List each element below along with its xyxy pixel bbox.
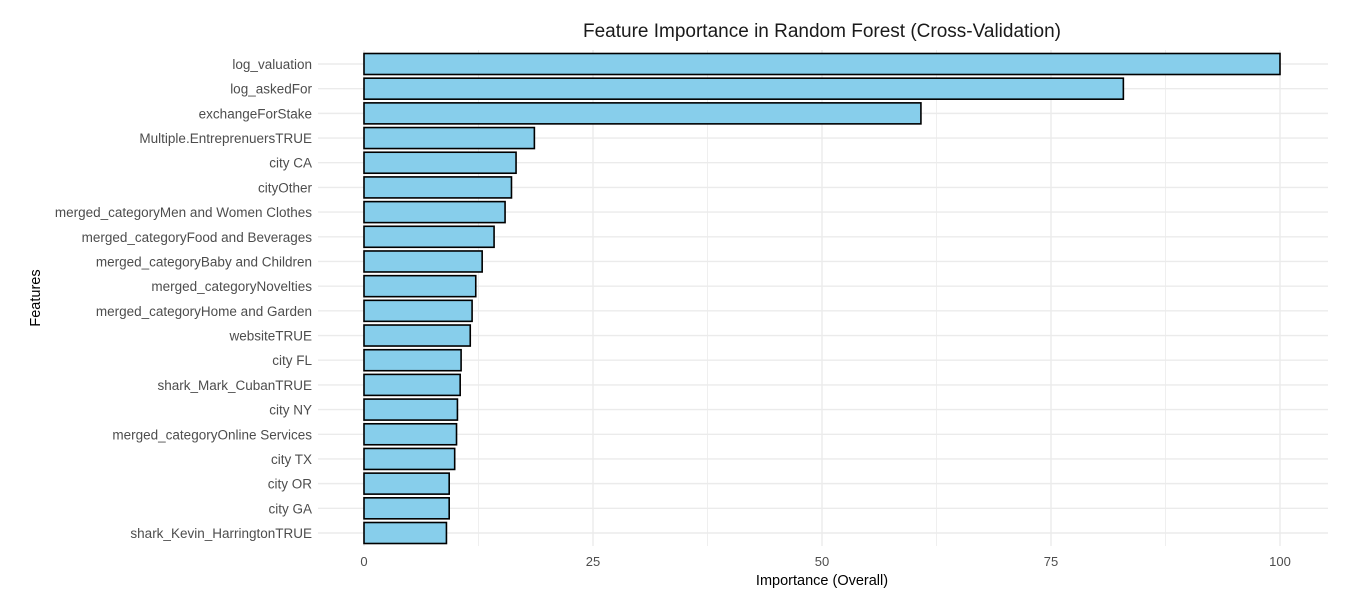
bar — [363, 472, 450, 495]
y-tick-label: log_askedFor — [230, 82, 312, 97]
bar — [363, 77, 1125, 100]
bar — [363, 324, 472, 347]
bar — [363, 151, 517, 175]
y-tick-label: merged_categoryHome and Garden — [96, 304, 312, 319]
bar — [363, 102, 922, 125]
y-tick-label: shark_Kevin_HarringtonTRUE — [130, 526, 312, 541]
y-tick-label: merged_categoryNovelties — [151, 279, 312, 294]
y-tick-label: merged_categoryBaby and Children — [96, 254, 312, 269]
bar — [363, 299, 473, 323]
bar — [363, 447, 456, 471]
y-tick-label: shark_Mark_CubanTRUE — [157, 378, 312, 393]
y-tick-label: websiteTRUE — [228, 329, 312, 344]
y-tick-label: log_valuation — [232, 57, 312, 72]
bar — [363, 398, 459, 421]
y-tick-label: city NY — [269, 403, 312, 418]
bar — [363, 250, 483, 273]
y-tick-label: cityOther — [258, 180, 313, 195]
bar — [363, 497, 450, 520]
y-tick-label: merged_categoryFood and Beverages — [82, 230, 313, 245]
y-axis-title: Features — [28, 269, 44, 326]
bar — [363, 422, 458, 446]
x-tick-label: 75 — [1044, 554, 1058, 569]
x-tick-label: 0 — [360, 554, 367, 569]
y-tick-label: city TX — [271, 452, 312, 467]
y-tick-label: city GA — [268, 501, 312, 516]
x-tick-label: 50 — [815, 554, 829, 569]
bar — [363, 373, 461, 397]
bar — [363, 348, 462, 372]
y-tick-label: Multiple.EntreprenuersTRUE — [139, 131, 312, 146]
y-tick-label: city OR — [268, 477, 313, 492]
bar — [363, 225, 495, 249]
bar — [363, 274, 477, 298]
chart-title: Feature Importance in Random Forest (Cro… — [583, 21, 1061, 42]
bar — [363, 521, 448, 545]
bar — [363, 52, 1281, 76]
y-tick-label: city FL — [272, 353, 312, 368]
y-tick-label: exchangeForStake — [199, 106, 312, 121]
y-tick-label: merged_categoryOnline Services — [112, 427, 312, 442]
x-axis-title: Importance (Overall) — [756, 573, 888, 589]
y-tick-label: city CA — [269, 156, 312, 171]
label-layer: log_valuation log_askedFor exchangeForStak… — [55, 57, 1291, 569]
bar — [363, 200, 506, 224]
bar-layer — [363, 52, 1281, 545]
x-tick-label: 100 — [1269, 554, 1291, 569]
bar — [363, 176, 513, 199]
bar — [363, 126, 536, 150]
x-tick-label: 25 — [586, 554, 600, 569]
y-tick-label: merged_categoryMen and Women Clothes — [55, 205, 312, 220]
